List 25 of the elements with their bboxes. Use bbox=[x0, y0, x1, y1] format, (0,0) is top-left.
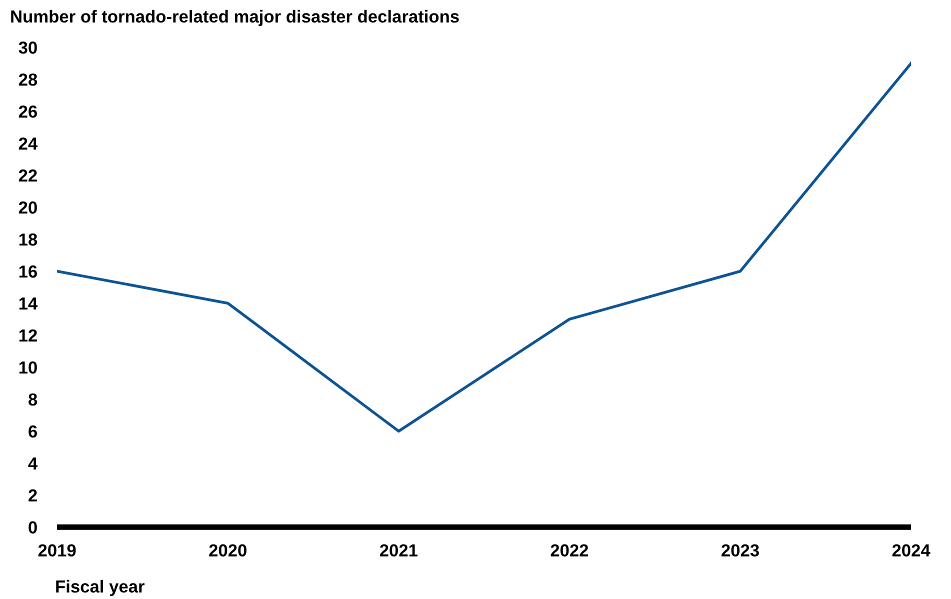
y-axis-title: Number of tornado-related major disaster declarations bbox=[11, 10, 459, 26]
y-tick-label: 10 bbox=[19, 361, 37, 374]
y-tick-label: 16 bbox=[19, 265, 37, 278]
y-tick-label: 22 bbox=[18, 169, 37, 182]
y-tick-label: 12 bbox=[19, 329, 37, 342]
x-tick-label: 2019 bbox=[38, 544, 76, 557]
line-series bbox=[57, 62, 912, 433]
y-tick-label: 14 bbox=[19, 298, 38, 310]
x-tick-label: 2024 bbox=[892, 544, 930, 557]
y-tick-label: 6 bbox=[28, 425, 37, 438]
y-tick-label: 24 bbox=[18, 137, 38, 150]
y-tick-label: 8 bbox=[28, 393, 38, 406]
x-tick-label: 2020 bbox=[209, 544, 246, 557]
x-tick-label: 2021 bbox=[380, 544, 418, 557]
y-tick-label: 26 bbox=[18, 105, 37, 118]
y-tick-label: 18 bbox=[19, 233, 38, 246]
y-tick-label: 4 bbox=[28, 457, 38, 470]
y-tick-label: 2 bbox=[28, 489, 37, 502]
x-axis-title: Fiscal year bbox=[56, 580, 144, 596]
y-tick-label: 0 bbox=[28, 521, 37, 534]
y-tick-label: 30 bbox=[18, 41, 37, 54]
x-tick-label: 2022 bbox=[550, 544, 588, 557]
y-tick-label: 20 bbox=[18, 201, 37, 214]
x-tick-label: 2023 bbox=[722, 544, 759, 557]
y-tick-label: 28 bbox=[18, 73, 38, 86]
